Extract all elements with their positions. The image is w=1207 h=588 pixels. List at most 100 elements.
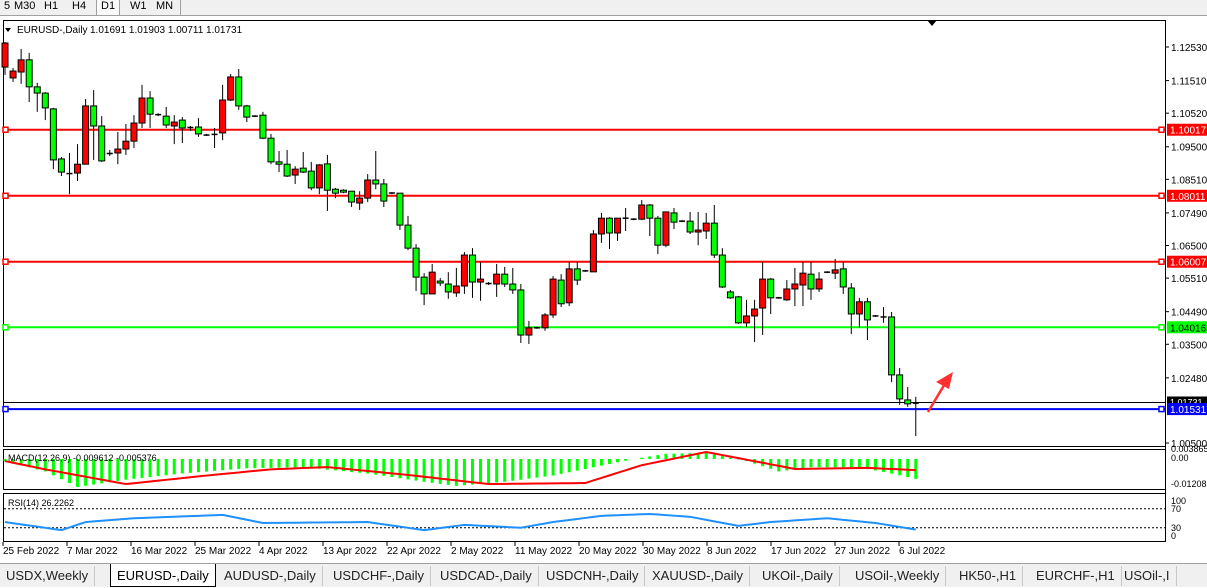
candle-body [299,167,307,173]
candle [203,133,210,136]
candle-body [444,283,452,293]
candle [122,124,130,155]
date-label: 25 Mar 2022 [195,546,252,557]
candle [82,99,90,165]
chart-tab[interactable]: USDCAD-,Daily [434,566,539,586]
current-price-tag-bg [1167,396,1207,408]
price-label: 1.06500 [1171,242,1207,253]
date-label: 2 May 2022 [451,546,504,557]
date-label: 25 Feb 2022 [3,546,60,557]
candle [194,118,202,137]
collapse-triangle-icon[interactable] [5,28,11,32]
candle-body [275,161,283,165]
candle [259,111,267,140]
chart-tab[interactable]: USDCNH-,Daily [540,566,646,586]
candle-body [428,271,436,295]
chart-tab[interactable]: EURUSD-,Daily [110,564,216,587]
date-label: 30 May 2022 [643,546,701,557]
candle [485,282,492,286]
price-label: 1.08510 [1171,175,1207,186]
candle [509,267,517,294]
candle-body [791,283,799,290]
candle [243,104,251,123]
candle-body [412,247,420,278]
chart-tab[interactable]: USDCHF-,Daily [327,566,431,586]
toolbar-divider [180,0,181,15]
candle [614,217,622,241]
candle-body [9,70,17,79]
candle-body [904,399,912,405]
chart-tab[interactable]: HK50-,H1 [953,566,1024,586]
candle [130,115,138,149]
candle [501,266,509,287]
candle [638,200,646,221]
level-handle-left [2,324,9,331]
timeframe-h4[interactable]: H4 [72,0,87,12]
timeframe-m5[interactable]: 5 [4,0,11,12]
chart-tab[interactable]: USOil-,Weekly [849,566,947,586]
candle [372,151,380,190]
price-label: 1.10520 [1171,109,1207,120]
candle-body [291,168,299,176]
chart-shift-marker-icon[interactable] [927,20,937,26]
candle [630,218,637,221]
candle-body [178,119,186,129]
candle-body [638,204,646,220]
candle [460,252,468,294]
date-label: 6 Jul 2022 [899,546,946,557]
chart-tab[interactable]: XAUUSD-,Daily [646,566,751,586]
level-price-tag-bg [1167,403,1207,416]
rsi-label: RSI(14) 26.2262 [8,498,74,508]
chart-tab[interactable]: EURCHF-,H1 [1030,566,1122,586]
candle-body [323,163,331,191]
chart-tab[interactable]: USOil-,I [1118,566,1177,586]
candle [299,152,307,174]
candle-body [589,233,597,273]
candle [178,117,186,144]
candle-body [477,278,485,283]
candle-body [138,97,146,124]
candle-body [525,327,533,336]
candle [654,215,662,255]
candle-body [670,212,678,223]
candle [863,297,871,340]
candle-body [839,268,847,288]
price-label: 1.12530 [1171,43,1207,54]
date-label: 17 Jun 2022 [771,546,826,557]
timeframe-h1[interactable]: H1 [44,0,59,12]
candle [267,133,275,165]
candle-body [759,278,767,309]
candle-body [597,217,605,235]
candle [751,299,759,342]
timeframe-w1[interactable]: W1 [130,0,147,12]
price-label: 1.02480 [1171,374,1207,385]
price-axis: 1.12530 1.11510 1.10520 1.09500 1.08510 1.074… [1165,20,1207,542]
candle [251,115,258,118]
level-handle-left [2,192,9,200]
timeframe-m30[interactable]: M30 [14,0,36,12]
candle [622,207,629,232]
price-label: 1.05510 [1171,274,1207,285]
candle [307,161,315,191]
chart-tabs: USDX,Weekly EURUSD-,Daily AUDUSD-,Daily USD… [0,563,1207,587]
chart-tab[interactable]: AUDUSD-,Daily [218,566,323,586]
timeframe-d1[interactable]: D1 [96,0,121,15]
candle [25,52,33,102]
macd-scale-label: -0.01208 [1171,479,1207,489]
candle [146,91,154,128]
candle-body [90,105,98,127]
chart-tab[interactable]: UKOil-,Daily [756,566,840,586]
candle [573,261,581,286]
date-label: 22 Apr 2022 [387,546,441,557]
timeframe-mn[interactable]: MN [156,0,174,12]
rsi-scale-label: 100 [1171,496,1186,506]
candle-body [710,222,718,256]
date-label: 4 Apr 2022 [259,546,308,557]
price-chart[interactable]: 1.12530 1.11510 1.10520 1.09500 1.08510 1.074… [0,16,1207,562]
candle-body [847,287,855,315]
candle-body [863,301,871,321]
price-label: 1.07490 [1171,209,1207,220]
chart-tab[interactable]: USDX,Weekly [0,566,96,586]
candle [452,267,460,297]
